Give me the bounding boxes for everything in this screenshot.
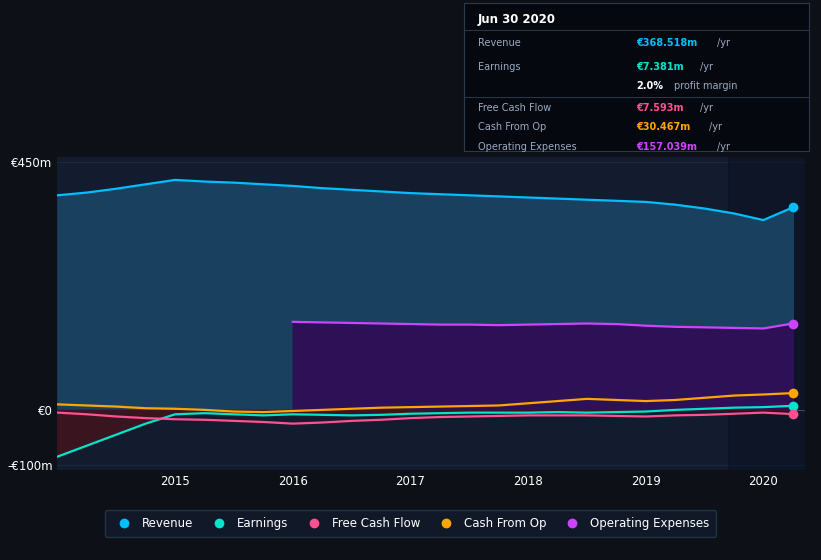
Text: Operating Expenses: Operating Expenses (478, 142, 576, 152)
Text: Revenue: Revenue (478, 38, 521, 48)
Text: /yr: /yr (709, 123, 722, 133)
Text: €7.593m: €7.593m (636, 103, 684, 113)
Text: /yr: /yr (718, 38, 731, 48)
Text: Earnings: Earnings (478, 62, 521, 72)
Legend: Revenue, Earnings, Free Cash Flow, Cash From Op, Operating Expenses: Revenue, Earnings, Free Cash Flow, Cash … (105, 510, 716, 537)
Text: €368.518m: €368.518m (636, 38, 698, 48)
Text: /yr: /yr (718, 142, 731, 152)
Text: Jun 30 2020: Jun 30 2020 (478, 13, 556, 26)
Bar (728, 157, 805, 470)
Text: 2.0%: 2.0% (636, 81, 663, 91)
Text: €157.039m: €157.039m (636, 142, 697, 152)
Text: €7.381m: €7.381m (636, 62, 684, 72)
Text: profit margin: profit margin (674, 81, 738, 91)
Text: /yr: /yr (700, 62, 713, 72)
Text: €30.467m: €30.467m (636, 123, 690, 133)
Text: Free Cash Flow: Free Cash Flow (478, 103, 551, 113)
Text: Cash From Op: Cash From Op (478, 123, 546, 133)
Text: /yr: /yr (700, 103, 713, 113)
